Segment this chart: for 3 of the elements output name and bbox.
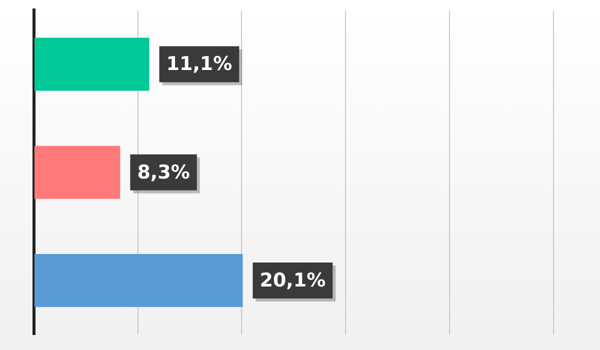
data-label: 20,1% xyxy=(260,269,326,292)
data-label: 11,1% xyxy=(166,53,232,76)
data-label: 8,3% xyxy=(137,161,190,184)
